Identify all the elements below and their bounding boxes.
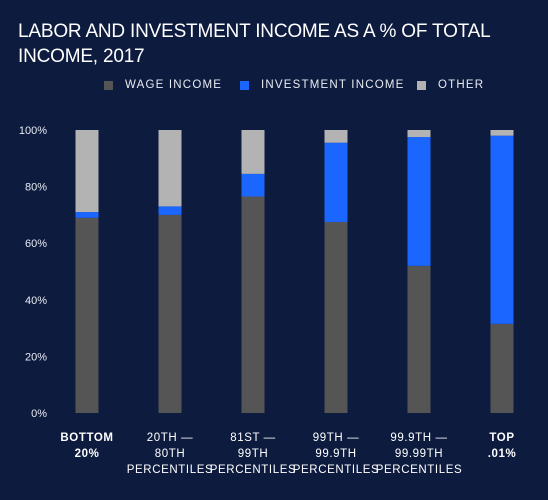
bar-investment-income-2 xyxy=(241,173,265,197)
legend-label-other: OTHER xyxy=(438,79,485,91)
legend-item-other: OTHER xyxy=(417,79,484,91)
x-tick-label-4-line-0: 99.9TH — xyxy=(390,432,447,444)
legend-item-wage-income: WAGE INCOME xyxy=(104,79,222,91)
x-tick-label-1-line-2: PERCENTILES xyxy=(127,464,213,476)
bar-other-4 xyxy=(407,130,431,138)
x-tick-label-1-line-0: 20TH — xyxy=(147,432,193,444)
bar-wage-income-0 xyxy=(75,217,99,413)
x-tick-label-1-line-1: 80TH xyxy=(155,448,186,460)
y-tick-label-100: 100% xyxy=(19,125,47,137)
y-tick-label-20: 20% xyxy=(25,351,47,363)
y-tick-label-0: 0% xyxy=(31,408,47,420)
x-tick-label-0-line-1: 20% xyxy=(75,448,100,460)
bar-wage-income-5 xyxy=(490,323,514,413)
bar-investment-income-4 xyxy=(407,137,431,266)
x-tick-label-2-line-2: PERCENTILES xyxy=(210,464,296,476)
legend-item-investment-income: INVESTMENT INCOME xyxy=(240,79,405,91)
x-tick-label-0-line-0: BOTTOM xyxy=(60,432,113,444)
x-tick-label-3-line-1: 99.9TH xyxy=(315,448,356,460)
bar-other-0 xyxy=(75,130,99,213)
x-tick-label-3-line-0: 99TH — xyxy=(313,432,359,444)
bar-investment-income-3 xyxy=(324,142,348,222)
x-tick-label-3-line-2: PERCENTILES xyxy=(293,464,379,476)
legend-swatch-wage-income xyxy=(104,80,113,90)
chart-legend: WAGE INCOME INVESTMENT INCOME OTHER xyxy=(0,79,548,95)
bar-wage-income-3 xyxy=(324,221,348,413)
legend-label-wage-income: WAGE INCOME xyxy=(125,79,223,91)
x-tick-label-4-line-2: PERCENTILES xyxy=(376,464,462,476)
x-tick-label-2-line-0: 81ST — xyxy=(230,432,276,444)
x-tick-label-5-line-1: .01% xyxy=(488,448,517,460)
x-tick-label-4-line-1: 99.99TH xyxy=(395,448,443,460)
chart-title: LABOR AND INVESTMENT INCOME AS A % OF TO… xyxy=(18,21,490,67)
legend-label-investment-income: INVESTMENT INCOME xyxy=(261,79,405,91)
legend-swatch-other xyxy=(417,80,426,90)
bar-investment-income-5 xyxy=(490,135,514,324)
bar-investment-income-0 xyxy=(75,212,99,218)
x-tick-label-2-line-1: 99TH xyxy=(238,448,269,460)
bar-investment-income-1 xyxy=(158,206,182,215)
bar-other-1 xyxy=(158,130,182,207)
bar-other-5 xyxy=(490,130,514,136)
y-tick-label-80: 80% xyxy=(25,182,47,194)
y-tick-label-40: 40% xyxy=(25,295,47,307)
x-tick-label-5-line-0: TOP xyxy=(489,432,514,444)
bar-wage-income-1 xyxy=(158,214,182,413)
bar-other-2 xyxy=(241,130,265,174)
y-tick-label-60: 60% xyxy=(25,238,47,250)
bar-wage-income-4 xyxy=(407,265,431,413)
bar-other-3 xyxy=(324,130,348,143)
bar-wage-income-2 xyxy=(241,196,265,413)
legend-swatch-investment-income xyxy=(240,80,249,90)
